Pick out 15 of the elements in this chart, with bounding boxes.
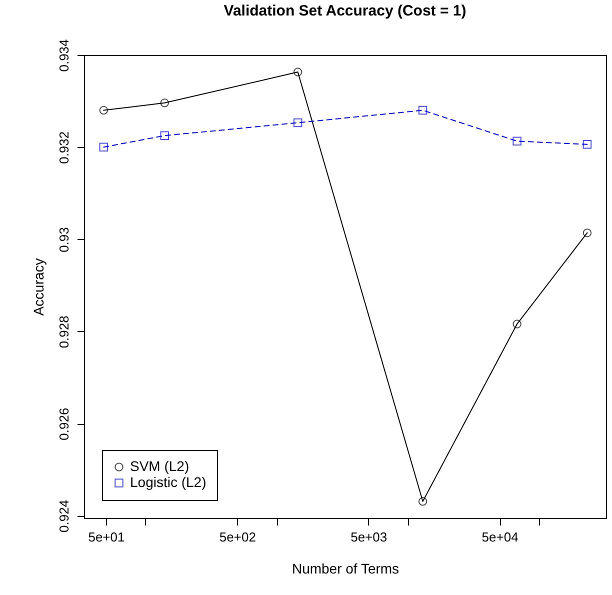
x-tick-label: 5e+01 <box>88 530 125 544</box>
x-tick-label: 5e+02 <box>219 530 256 544</box>
legend-label: SVM (L2) <box>130 458 190 474</box>
y-axis-title: Accuracy <box>30 258 46 316</box>
x-axis-title: Number of Terms <box>292 560 400 576</box>
y-tick-label: 0.926 <box>56 408 72 440</box>
legend-label: Logistic (L2) <box>130 474 206 490</box>
y-tick-label: 0.934 <box>56 39 72 72</box>
y-tick-label: 0.93 <box>56 227 72 252</box>
y-tick-label: 0.932 <box>56 131 72 164</box>
chart-title: Validation Set Accuracy (Cost = 1) <box>224 2 466 20</box>
y-tick-label: 0.928 <box>56 316 72 348</box>
x-tick-label: 5e+04 <box>482 530 518 544</box>
y-tick-label: 0.924 <box>56 500 72 532</box>
x-tick-label: 5e+03 <box>350 530 388 544</box>
